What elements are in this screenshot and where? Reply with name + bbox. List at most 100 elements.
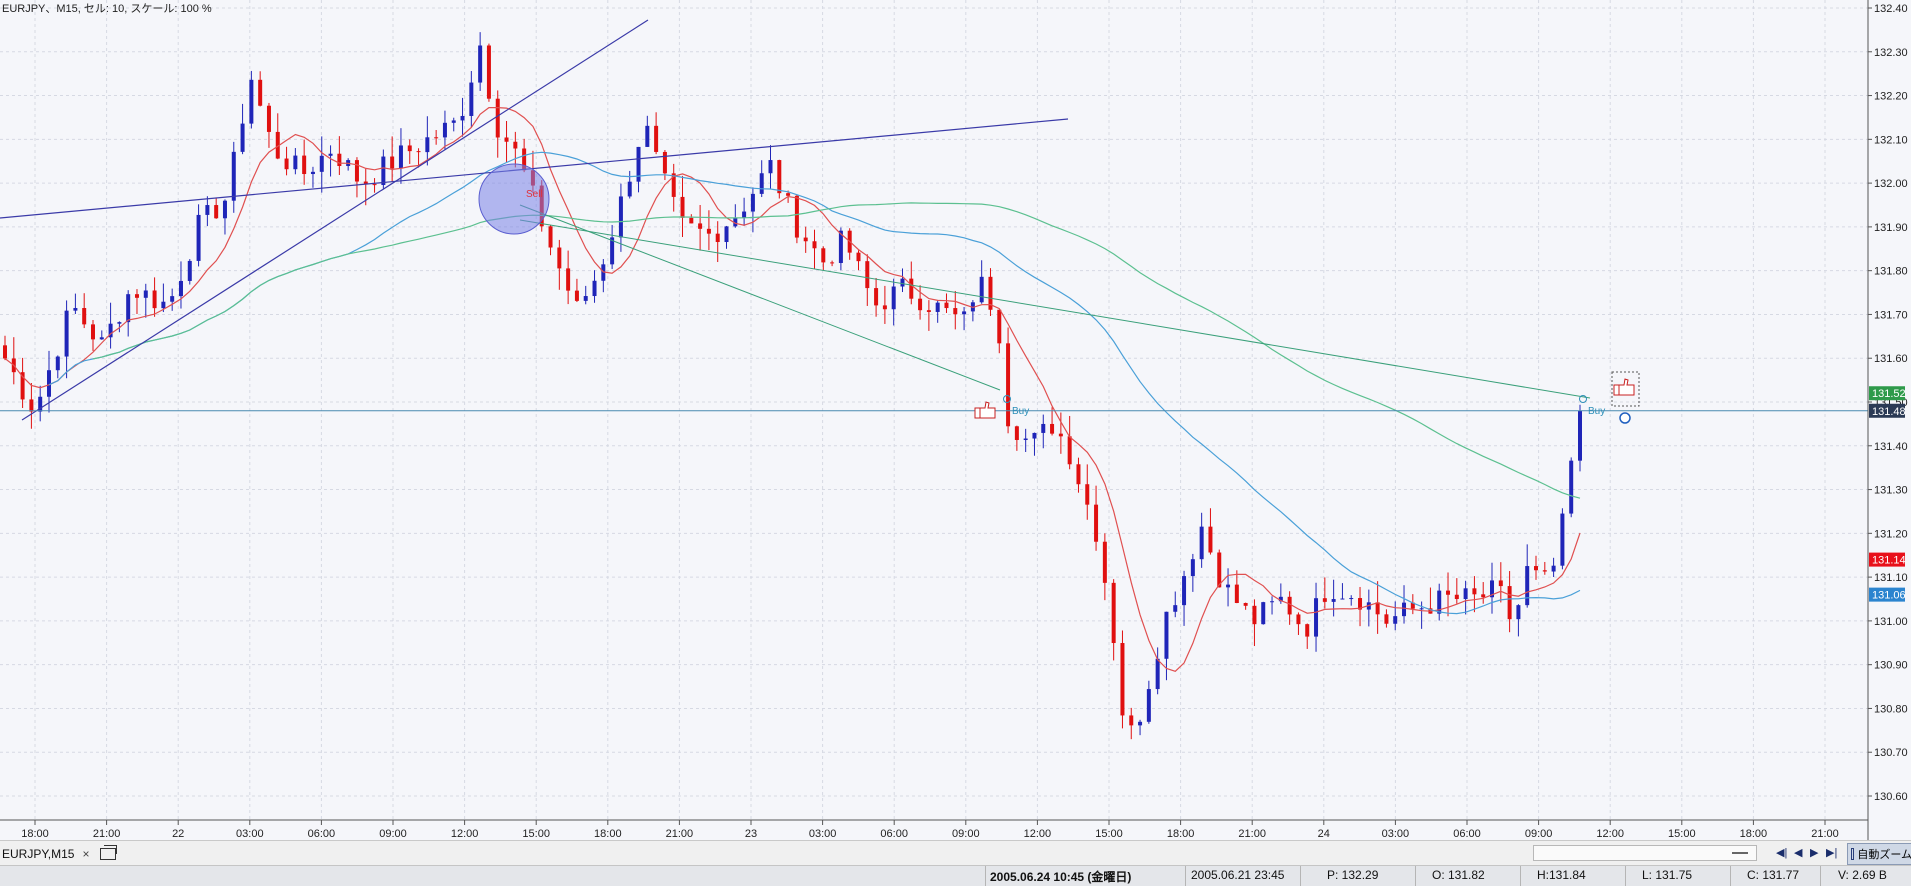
close-icon[interactable]: × bbox=[82, 847, 90, 861]
candle-body bbox=[838, 230, 843, 263]
candle-body bbox=[1358, 598, 1363, 610]
last-page-icon[interactable]: ▶| bbox=[1826, 847, 1838, 859]
candle-body bbox=[1578, 410, 1582, 461]
status-bar: 2005.06.24 10:45 (金曜日) 2005.06.21 23:45 … bbox=[0, 865, 1911, 886]
candle-body bbox=[618, 196, 623, 238]
candle-body bbox=[522, 148, 527, 171]
candle-body bbox=[38, 396, 43, 412]
sell-circle-marker bbox=[478, 163, 550, 235]
candle-body bbox=[777, 160, 782, 194]
zoom-slider-thumb[interactable] bbox=[1732, 852, 1748, 854]
time-tick-label: 09:00 bbox=[952, 828, 980, 840]
price-tick-label: 132.00 bbox=[1874, 178, 1908, 190]
next-icon[interactable]: ▶ bbox=[1810, 847, 1819, 859]
time-tick-label: 24 bbox=[1318, 828, 1330, 840]
ma-fast-line bbox=[4, 107, 1581, 672]
candle-body bbox=[416, 151, 421, 153]
channel-upper-line bbox=[519, 219, 1591, 399]
candlestick-chart[interactable]: Sell Buy Buy 132.40 132.30 132.20 132.10 132.0… bbox=[0, 0, 1911, 840]
candle-body bbox=[73, 308, 78, 311]
candle-body bbox=[891, 286, 896, 310]
prev-icon[interactable]: ◀ bbox=[1794, 847, 1803, 859]
candle-body bbox=[46, 370, 51, 397]
time-axis: 18:00 21:00 22 03:00 06:00 09:00 12:00 15:00 18:… bbox=[0, 819, 1868, 840]
price-label-text: 131.52 bbox=[1872, 388, 1906, 400]
candle-body bbox=[865, 261, 870, 289]
candle-body bbox=[997, 309, 1002, 344]
price-tick-label: 131.60 bbox=[1874, 353, 1908, 365]
candle-body bbox=[1419, 608, 1424, 610]
time-tick-label: 21:00 bbox=[93, 828, 121, 840]
candle-body bbox=[1490, 580, 1495, 598]
candle-body bbox=[1138, 721, 1143, 726]
time-tick-label: 18:00 bbox=[1167, 828, 1195, 840]
candle-body bbox=[319, 155, 324, 172]
price-tick-label: 130.60 bbox=[1874, 791, 1908, 803]
first-page-icon[interactable]: ◀| bbox=[1776, 847, 1788, 859]
candle-body bbox=[1322, 598, 1327, 602]
time-tick-label: 18:00 bbox=[21, 828, 49, 840]
candle-body bbox=[1190, 559, 1195, 577]
buy-point-icon bbox=[1003, 395, 1011, 403]
price-axis: 132.40 132.30 132.20 132.10 132.00 131.90 131.… bbox=[1867, 0, 1908, 840]
buy-label: Buy bbox=[1588, 406, 1605, 417]
candle-body bbox=[266, 105, 271, 132]
candle-body bbox=[90, 324, 95, 340]
candle-body bbox=[1472, 588, 1477, 595]
candle-body bbox=[821, 248, 826, 263]
price-label-text: 131.06 bbox=[1872, 590, 1906, 602]
candle-body bbox=[1094, 504, 1099, 542]
candle-body bbox=[759, 173, 764, 194]
candle-body bbox=[698, 223, 703, 229]
candle-body bbox=[1384, 614, 1389, 624]
time-tick-label: 15:00 bbox=[1095, 828, 1123, 840]
candle-body bbox=[1296, 614, 1301, 625]
time-tick-label: 03:00 bbox=[1382, 828, 1410, 840]
price-label-box bbox=[1869, 386, 1905, 401]
price-tick-label: 131.30 bbox=[1874, 485, 1908, 497]
status-current-time: 2005.06.24 10:45 (金曜日) bbox=[990, 870, 1132, 884]
candle-body bbox=[469, 82, 474, 116]
time-tick-label: 15:00 bbox=[1668, 828, 1696, 840]
price-label-text: 131.14 bbox=[1872, 555, 1906, 567]
candle-body bbox=[29, 399, 34, 412]
candle-body bbox=[733, 217, 738, 227]
thumb-cuff bbox=[1613, 384, 1620, 396]
candle-body bbox=[1243, 602, 1248, 606]
candle-body bbox=[381, 156, 386, 185]
status-separator bbox=[1415, 866, 1416, 886]
window-icon[interactable] bbox=[99, 845, 117, 860]
chart-tab[interactable]: EURJPY,M15 × bbox=[0, 844, 117, 864]
time-tick-label: 03:00 bbox=[236, 828, 264, 840]
candle-body bbox=[1410, 602, 1415, 609]
auto-zoom-button[interactable]: 自動ズーム bbox=[1847, 843, 1911, 865]
candle-body bbox=[627, 181, 632, 197]
status-volume: V: 2.69 B bbox=[1838, 868, 1887, 882]
candle-body bbox=[152, 290, 157, 309]
candle-body bbox=[1234, 584, 1239, 603]
time-tick-label: 09:00 bbox=[1525, 828, 1553, 840]
status-separator bbox=[1185, 866, 1186, 886]
candle-body bbox=[1226, 584, 1231, 588]
trendline-upper bbox=[0, 118, 1069, 219]
candle-body bbox=[935, 302, 940, 312]
candle-body bbox=[1076, 464, 1081, 485]
candle-body bbox=[1217, 552, 1222, 588]
candle-body bbox=[1067, 436, 1072, 465]
price-tick-label: 131.70 bbox=[1874, 309, 1908, 321]
candle-body bbox=[372, 184, 377, 186]
candle-body bbox=[398, 145, 403, 169]
candle-body bbox=[601, 264, 606, 281]
candle-body bbox=[557, 247, 562, 269]
candle-body bbox=[583, 296, 588, 301]
status-separator bbox=[1520, 866, 1521, 886]
candle-body bbox=[786, 193, 791, 196]
chart-area[interactable]: Sell Buy Buy 132.40 132.30 132.20 132.10 132.0… bbox=[0, 0, 1911, 840]
candle-body bbox=[1393, 616, 1398, 624]
candle-body bbox=[1516, 605, 1521, 620]
candle-body bbox=[882, 305, 887, 310]
candle-body bbox=[1534, 566, 1539, 571]
candle-body bbox=[178, 280, 183, 297]
zoom-slider[interactable] bbox=[1533, 845, 1757, 861]
candle-body bbox=[126, 294, 131, 323]
